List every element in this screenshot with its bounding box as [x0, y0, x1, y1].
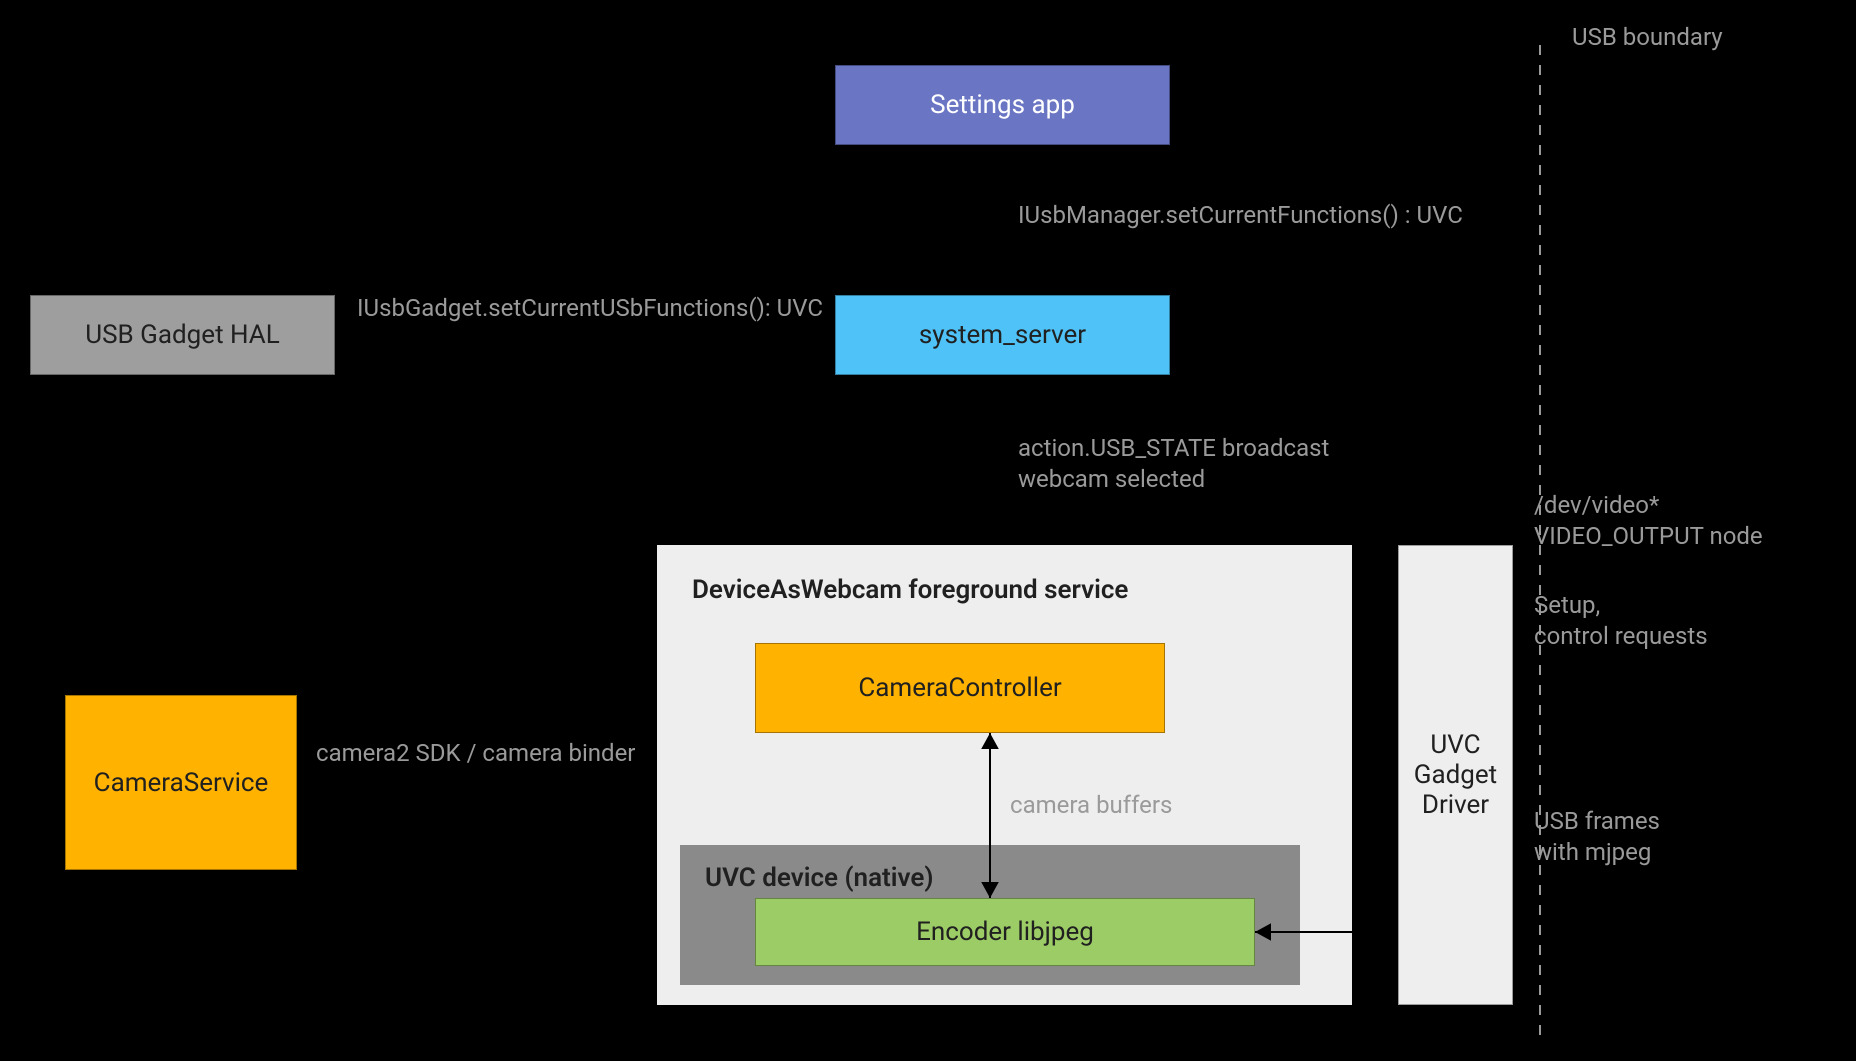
label-usb-frames: USB frames with mjpeg	[1534, 806, 1660, 868]
node-settings-app: Settings app	[835, 65, 1170, 145]
node-label-camera-service: CameraService	[94, 768, 269, 798]
container-title-device-as-webcam: DeviceAsWebcam foreground service	[692, 575, 1128, 605]
node-label-settings-app: Settings app	[930, 90, 1075, 120]
container-title-uvc-device-native: UVC device (native)	[705, 863, 934, 893]
node-encoder-libjpeg: Encoder libjpeg	[755, 898, 1255, 966]
label-iusbmanager: IUsbManager.setCurrentFunctions() : UVC	[1018, 200, 1463, 231]
node-camera-controller: CameraController	[755, 643, 1165, 733]
label-usb-boundary: USB boundary	[1572, 22, 1723, 53]
node-label-encoder-libjpeg: Encoder libjpeg	[916, 917, 1094, 947]
node-system-server: system_server	[835, 295, 1170, 375]
node-label-camera-controller: CameraController	[858, 673, 1061, 703]
node-usb-gadget-hal: USB Gadget HAL	[30, 295, 335, 375]
node-camera-service: CameraService	[65, 695, 297, 870]
label-usb-state-broadcast: action.USB_STATE broadcast webcam select…	[1018, 433, 1329, 495]
label-camera2-sdk: camera2 SDK / camera binder	[316, 738, 635, 769]
label-setup-control-requests: Setup, control requests	[1534, 590, 1708, 652]
label-dev-video: /dev/video* VIDEO_OUTPUT node	[1534, 490, 1763, 552]
label-camera-buffers: camera buffers	[1010, 790, 1172, 821]
node-label-system-server: system_server	[919, 320, 1086, 350]
label-iusbgadget: IUsbGadget.setCurrentUSbFunctions(): UVC	[357, 293, 823, 324]
node-uvc-gadget-driver: UVC Gadget Driver	[1398, 545, 1513, 1005]
node-label-uvc-gadget-driver: UVC Gadget Driver	[1414, 730, 1497, 820]
node-label-usb-gadget-hal: USB Gadget HAL	[85, 320, 280, 350]
